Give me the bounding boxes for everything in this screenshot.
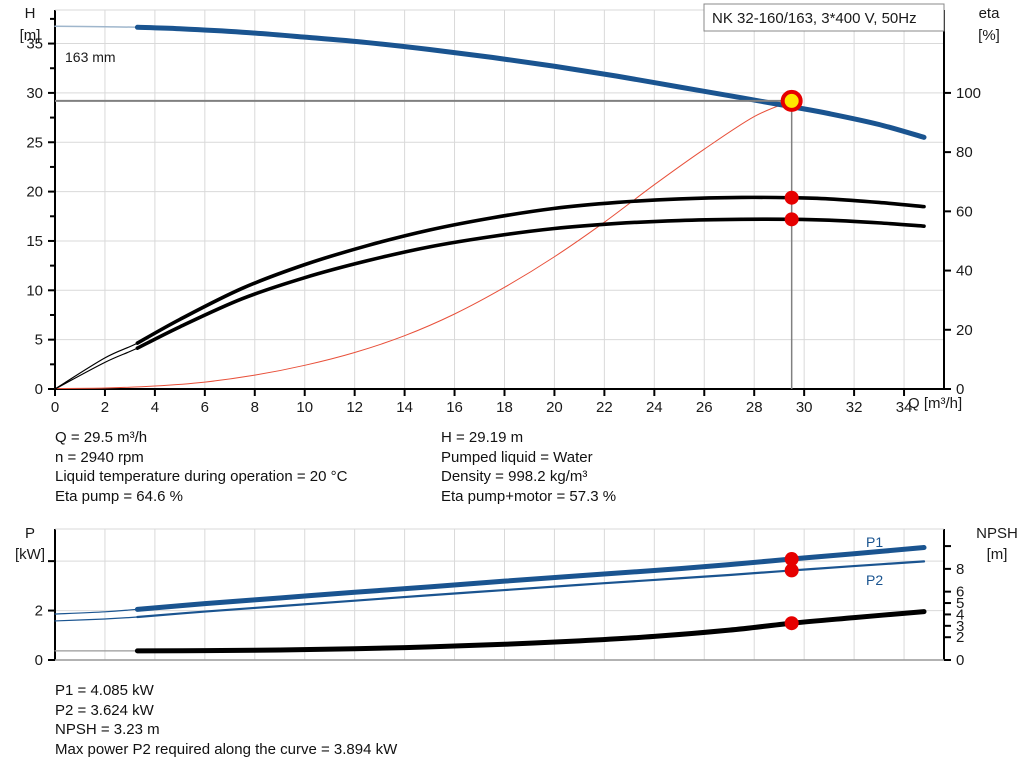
bottom-chart-duty-markers <box>784 552 799 631</box>
tick-label-q: 16 <box>446 399 463 416</box>
top-chart-curves <box>54 24 927 390</box>
pump-title-text: NK 32-160/163, 3*400 V, 50Hz <box>712 10 917 27</box>
duty-info-left-line-0: Q = 29.5 m³/h <box>55 429 148 446</box>
tick-label-head: 5 <box>35 332 43 349</box>
power-info-block: P1 = 4.085 kW P2 = 3.624 kW NPSH = 3.23 … <box>55 681 397 759</box>
duty-marker-p1 <box>784 552 799 567</box>
tick-label-power: 2 <box>35 603 43 620</box>
bottom-chart-axes <box>48 528 951 661</box>
power-axis-title: P <box>25 525 35 542</box>
p1-curve <box>134 545 927 612</box>
tick-label-q: 0 <box>51 399 59 416</box>
duty-info-right: H = 29.19 m Pumped liquid = Water Densit… <box>441 428 616 506</box>
tick-label-q: 22 <box>596 399 613 416</box>
tick-label-q: 30 <box>796 399 813 416</box>
efficiency-curve-2 <box>135 217 926 350</box>
duty-info-left-line-1: n = 2940 rpm <box>55 448 144 466</box>
tick-label-npsh: 6 <box>956 584 964 601</box>
tick-label-q: 26 <box>696 399 713 416</box>
tick-label-head: 0 <box>35 381 43 398</box>
duty-info-left: Q = 29.5 m³/h n = 2940 rpm Liquid temper… <box>55 428 347 506</box>
tick-label-q: 4 <box>151 399 159 416</box>
efficiency-duty-marker-1 <box>784 190 799 205</box>
tick-label-head: 10 <box>26 282 43 299</box>
duty-info-right-line-1: Pumped liquid = Water <box>441 448 593 466</box>
npsh-guide-curve <box>54 100 793 390</box>
tick-label-q: 34 <box>896 399 913 416</box>
impeller-diameter-label: 163 mm <box>65 49 116 65</box>
tick-label-npsh: 2 <box>956 629 964 646</box>
tick-label-head: 25 <box>26 134 43 151</box>
tick-label-q: 12 <box>346 399 363 416</box>
efficiency-curve-thin-2 <box>54 218 925 390</box>
eta-axis-title: eta <box>979 5 1001 22</box>
efficiency-curve-1 <box>135 195 926 345</box>
tick-label-eta: 60 <box>956 203 973 220</box>
power-info-line-1: P2 = 3.624 kW <box>55 701 154 719</box>
head-axis-unit: [m] <box>20 27 41 44</box>
power-info-line-2: NPSH = 3.23 m <box>55 721 160 738</box>
efficiency-curve-thin-1 <box>54 196 925 390</box>
tick-label-head: 15 <box>26 233 43 250</box>
head-curve <box>134 24 927 140</box>
power-info-line-3: Max power P2 required along the curve = … <box>55 740 398 758</box>
duty-info-left-line-2: Liquid temperature during operation = 20… <box>55 468 348 485</box>
duty-marker-npsh <box>784 616 799 631</box>
tick-label-q: 14 <box>396 399 413 416</box>
top-chart-duty-markers <box>55 89 803 389</box>
pump-title-box <box>703 3 945 32</box>
duty-info-left-line-3: Eta pump = 64.6 % <box>55 487 183 505</box>
tick-label-eta: 100 <box>956 85 981 102</box>
top-chart-axes <box>48 9 951 396</box>
tick-label-q: 32 <box>846 399 863 416</box>
npsh-curve <box>134 609 927 654</box>
eta-axis-unit: [%] <box>978 27 1000 44</box>
tick-label-q: 10 <box>296 399 313 416</box>
tick-label-head: 20 <box>26 184 43 201</box>
tick-label-head: 30 <box>26 85 43 102</box>
duty-marker-p2 <box>784 563 799 578</box>
head-axis-title: H <box>25 5 36 22</box>
tick-label-eta: 80 <box>956 144 973 161</box>
p1-curve-label: P1 <box>866 534 883 550</box>
tick-label-q: 6 <box>201 399 209 416</box>
tick-label-npsh: 8 <box>956 561 964 578</box>
power-info-line-0: P1 = 4.085 kW <box>55 682 154 699</box>
duty-info-right-line-2: Density = 998.2 kg/m³ <box>441 468 588 485</box>
tick-label-npsh: 5 <box>956 595 964 612</box>
tick-label-q: 8 <box>251 399 259 416</box>
tick-label-q: 20 <box>546 399 563 416</box>
power-axis-unit: [kW] <box>15 546 45 563</box>
tick-label-npsh: 3 <box>956 618 964 635</box>
tick-label-q: 28 <box>746 399 763 416</box>
duty-info-right-line-0: H = 29.19 m <box>441 429 524 446</box>
q-axis-title: Q [m³/h] <box>908 395 962 412</box>
tick-label-eta: 0 <box>956 381 964 398</box>
tick-label-eta: 20 <box>956 322 973 339</box>
head-curve-thin <box>54 25 925 139</box>
tick-label-eta: 40 <box>956 263 973 280</box>
tick-label-power: 0 <box>35 652 43 669</box>
efficiency-duty-marker-2 <box>784 212 799 227</box>
tick-label-q: 24 <box>646 399 663 416</box>
tick-label-q: 18 <box>496 399 513 416</box>
p2-curve-label: P2 <box>866 572 883 588</box>
tick-label-npsh: 4 <box>956 606 964 623</box>
duty-info-right-line-3: Eta pump+motor = 57.3 % <box>441 487 617 505</box>
tick-label-head: 35 <box>26 36 43 53</box>
p2-curve <box>136 560 926 619</box>
npsh-axis-title: NPSH <box>976 525 1018 542</box>
duty-point-marker <box>780 89 803 112</box>
bottom-chart-gridlines <box>55 529 944 660</box>
tick-label-q: 2 <box>101 399 109 416</box>
npsh-axis-unit: [m] <box>987 546 1008 563</box>
tick-label-npsh: 0 <box>956 652 964 669</box>
